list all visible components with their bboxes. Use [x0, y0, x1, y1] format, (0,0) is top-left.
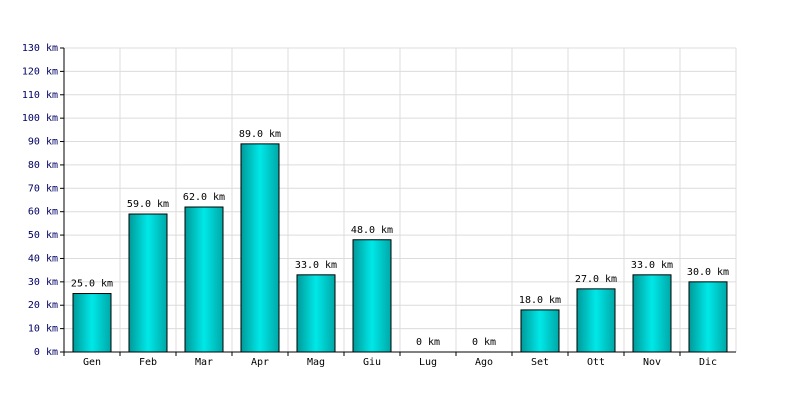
y-tick-label: 130 km [22, 43, 58, 54]
bar [72, 293, 112, 353]
x-tick-label: Dic [699, 357, 717, 368]
value-label: 33.0 km [295, 260, 337, 271]
bar [240, 143, 280, 353]
y-tick-label: 80 km [28, 160, 58, 171]
x-tick-label: Gen [83, 357, 101, 368]
y-tick-label: 70 km [28, 183, 58, 194]
y-tick-label: 0 km [34, 347, 58, 358]
x-tick-label: Feb [139, 357, 157, 368]
value-label: 33.0 km [631, 260, 673, 271]
value-label: 0 km [472, 337, 496, 348]
value-label: 89.0 km [239, 129, 281, 140]
y-tick-label: 100 km [22, 113, 58, 124]
bar [296, 274, 336, 353]
y-tick-label: 60 km [28, 207, 58, 218]
y-tick-label: 30 km [28, 277, 58, 288]
y-tick-label: 90 km [28, 137, 58, 148]
y-tick-label: 40 km [28, 253, 58, 264]
value-label: 59.0 km [127, 199, 169, 210]
y-tick-label: 50 km [28, 230, 58, 241]
x-tick-label: Set [531, 357, 549, 368]
bar [632, 274, 672, 353]
value-label: 25.0 km [71, 279, 113, 290]
y-tick-label: 110 km [22, 90, 58, 101]
value-label: 62.0 km [183, 192, 225, 203]
x-tick-label: Mar [195, 357, 213, 368]
bar [184, 206, 224, 353]
value-label: 48.0 km [351, 225, 393, 236]
value-label: 0 km [416, 337, 440, 348]
x-tick-label: Ott [587, 357, 605, 368]
y-tick-label: 20 km [28, 300, 58, 311]
x-tick-label: Lug [419, 357, 437, 368]
x-tick-label: Nov [643, 357, 661, 368]
bar [352, 239, 392, 353]
value-label: 27.0 km [575, 274, 617, 285]
x-tick-label: Ago [475, 357, 493, 368]
bar [576, 288, 616, 353]
bar [688, 281, 728, 353]
y-tick-label: 10 km [28, 324, 58, 335]
x-tick-label: Giu [363, 357, 381, 368]
bar [128, 213, 168, 353]
x-tick-label: Apr [251, 357, 269, 368]
y-tick-label: 120 km [22, 66, 58, 77]
bar [520, 309, 560, 353]
value-label: 18.0 km [519, 295, 561, 306]
x-tick-label: Mag [307, 357, 325, 368]
value-label: 30.0 km [687, 267, 729, 278]
